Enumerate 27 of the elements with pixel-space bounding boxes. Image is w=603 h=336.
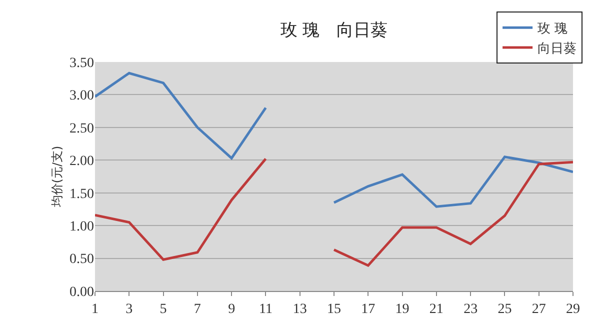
y-tick-label: 3.00: [70, 88, 94, 104]
chart-title: 玫 瑰 向日葵: [280, 20, 388, 40]
x-tick-label: 21: [429, 302, 444, 317]
x-tick-label: 25: [498, 302, 512, 317]
x-tick-label: 23: [464, 302, 478, 317]
x-tick-label: 1: [92, 302, 98, 317]
y-tick-label: 3.50: [70, 56, 94, 71]
x-tick-label: 3: [126, 302, 133, 317]
y-tick-label: 0.00: [70, 284, 94, 300]
y-axis-title: 均价(元/支): [50, 146, 64, 208]
x-tick-label: 13: [292, 302, 307, 317]
x-tick-label: 27: [532, 302, 546, 317]
legend-label: 玫 瑰: [538, 22, 568, 37]
x-tick-label: 5: [160, 302, 167, 317]
x-tick-label: 17: [361, 302, 376, 317]
y-tick-label: 1.50: [70, 186, 94, 202]
y-tick-label: 2.50: [70, 121, 94, 136]
x-tick-label: 9: [228, 302, 236, 317]
x-tick-label: 15: [327, 302, 341, 317]
x-tick-label: 11: [258, 302, 272, 317]
legend-label: 向日葵: [538, 42, 577, 57]
y-tick-label: 2.00: [70, 154, 94, 170]
x-tick-label: 7: [194, 302, 201, 317]
x-tick-label: 19: [395, 302, 410, 317]
x-tick-label: 29: [566, 302, 580, 317]
y-tick-label: 0.50: [70, 252, 94, 268]
y-tick-label: 1.00: [70, 219, 94, 234]
